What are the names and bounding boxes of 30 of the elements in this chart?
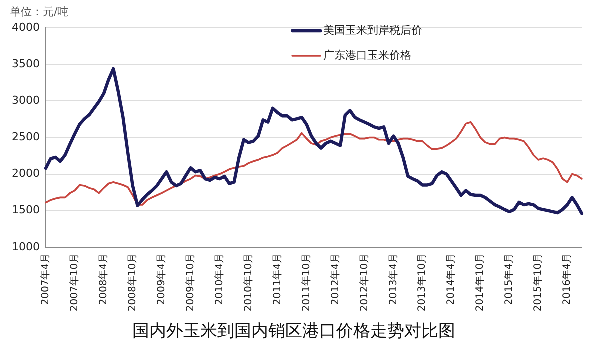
x-tick-label: 2013年10月 [416,253,428,312]
x-tick-label: 2013年4月 [387,253,400,306]
x-tick-label: 2008年4月 [98,253,110,306]
x-tick-label: 2014年4月 [445,253,458,306]
x-tick-label: 2015年10月 [532,253,544,312]
y-tick-label: 2500 [12,130,40,144]
y-tick-label: 1500 [12,204,40,217]
x-tick-label: 2011年10月 [300,253,312,312]
y-axis-title: 单位：元/吨 [10,5,69,18]
y-tick-label: 2000 [12,167,40,180]
legend-label: 美国玉米到岸税后价 [324,24,423,37]
y-tick-label: 3500 [12,57,40,70]
x-tick-label: 2008年10月 [126,253,139,312]
x-tick-label: 2012年4月 [329,253,342,306]
text: 国内外玉米到国内销区港口价格走势对比图 [132,321,456,340]
x-tick-label: 2007年10月 [68,253,81,312]
legend-label: 广东港口玉米价格 [324,48,412,62]
x-tick-label: 2010年4月 [213,253,226,306]
y-tick-label: 3000 [12,94,40,107]
x-tick-label: 2012年10月 [358,253,370,312]
x-tick-label: 2010年10月 [242,253,254,312]
x-tick-label: 2014年10月 [474,253,486,312]
x-tick-label: 2009年4月 [155,253,168,306]
x-tick-label: 2009年10月 [184,253,196,312]
x-tick-label: 2007年4月 [40,253,52,306]
y-tick-label: 1000 [12,240,40,254]
x-tick-label: 2015年4月 [503,253,516,306]
y-tick-label: 4000 [12,20,40,34]
x-tick-label: 2011年4月 [271,253,284,306]
x-tick-label: 2016年4月 [561,253,574,306]
